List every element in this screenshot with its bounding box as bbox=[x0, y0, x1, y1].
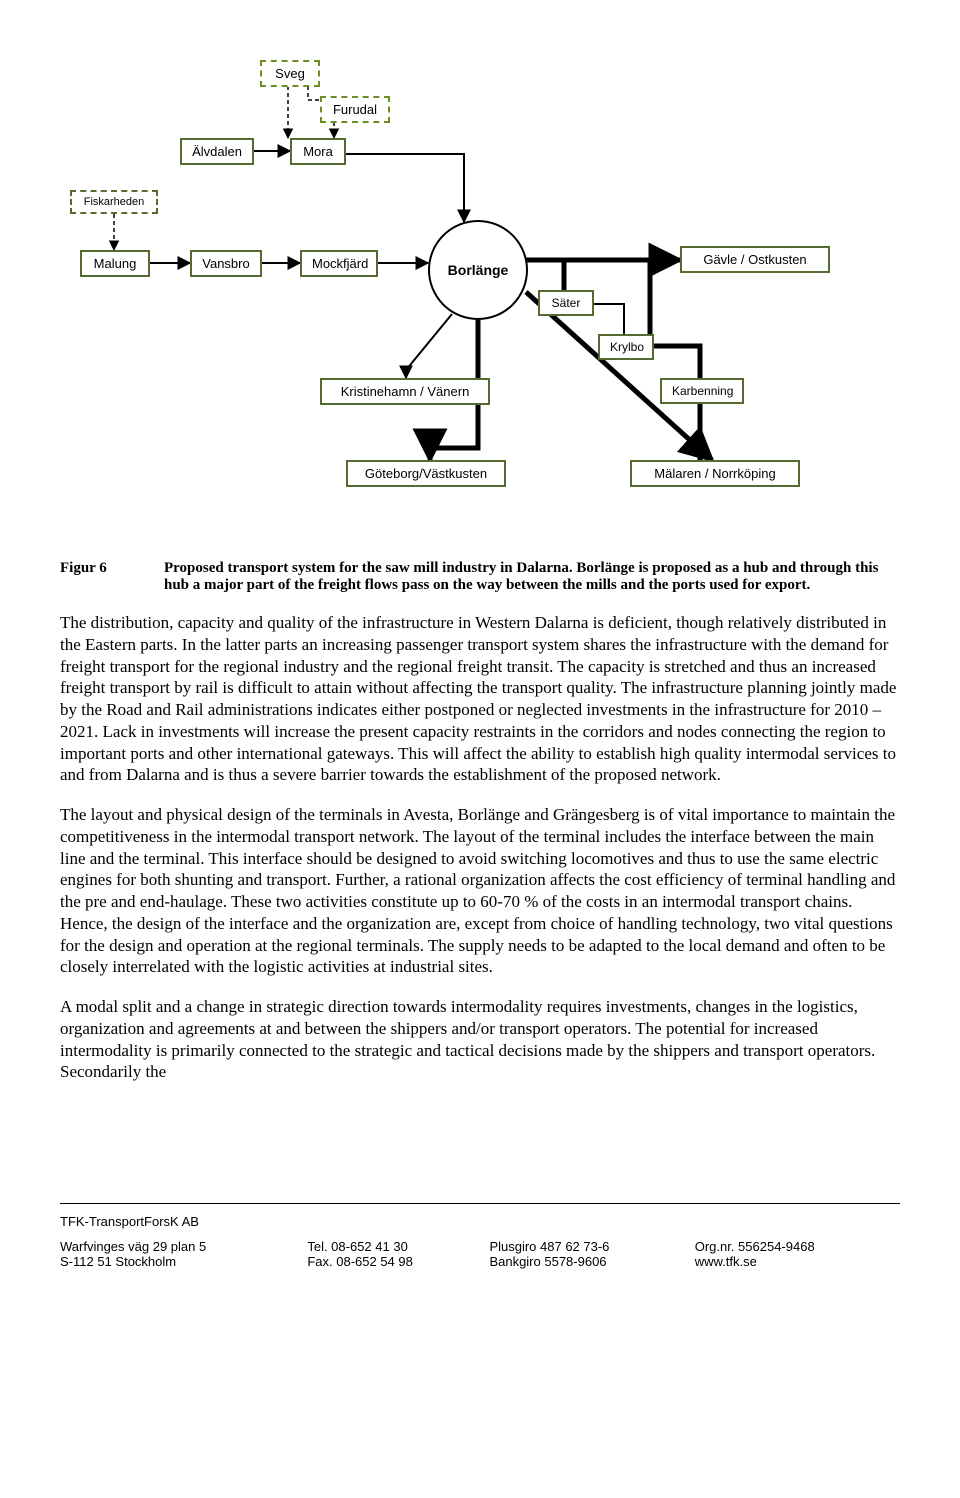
footer-col-3a: Plusgiro 487 62 73-6 bbox=[489, 1239, 694, 1254]
paragraph-2: The layout and physical design of the te… bbox=[60, 804, 900, 978]
node-fiskarheden: Fiskarheden bbox=[70, 190, 158, 214]
node-goteborg: Göteborg/Västkusten bbox=[346, 460, 506, 487]
node-mora: Mora bbox=[290, 138, 346, 165]
node-vansbro: Vansbro bbox=[190, 250, 262, 277]
page-footer: TFK-TransportForsK AB Warfvinges väg 29 … bbox=[60, 1203, 900, 1269]
figure-label: Figur 6 bbox=[60, 560, 140, 594]
node-sveg: Sveg bbox=[260, 60, 320, 87]
node-malaren: Mälaren / Norrköping bbox=[630, 460, 800, 487]
figure-caption: Figur 6 Proposed transport system for th… bbox=[60, 560, 900, 594]
node-sater: Säter bbox=[538, 290, 594, 316]
footer-col-3b: Bankgiro 5578-9606 bbox=[489, 1254, 694, 1269]
node-kristinehamn: Kristinehamn / Vänern bbox=[320, 378, 490, 405]
footer-col-4b: www.tfk.se bbox=[695, 1254, 900, 1269]
node-alvdalen: Älvdalen bbox=[180, 138, 254, 165]
node-karbenning: Karbenning bbox=[660, 378, 744, 404]
footer-col-2a: Tel. 08-652 41 30 bbox=[307, 1239, 489, 1254]
footer-col-1b: S-112 51 Stockholm bbox=[60, 1254, 307, 1269]
node-mockfjard: Mockfjärd bbox=[300, 250, 378, 277]
transport-diagram: Sveg Furudal Älvdalen Mora Fiskarheden M… bbox=[60, 60, 900, 540]
footer-col-2b: Fax. 08-652 54 98 bbox=[307, 1254, 489, 1269]
paragraph-1: The distribution, capacity and quality o… bbox=[60, 612, 900, 786]
paragraph-3: A modal split and a change in strategic … bbox=[60, 996, 900, 1083]
node-hub-borlange: Borlänge bbox=[428, 220, 528, 320]
node-krylbo: Krylbo bbox=[598, 334, 654, 360]
node-furudal: Furudal bbox=[320, 96, 390, 123]
footer-col-4a: Org.nr. 556254-9468 bbox=[695, 1239, 900, 1254]
footer-org: TFK-TransportForsK AB bbox=[60, 1214, 900, 1229]
footer-col-1a: Warfvinges väg 29 plan 5 bbox=[60, 1239, 307, 1254]
node-malung: Malung bbox=[80, 250, 150, 277]
node-gavle: Gävle / Ostkusten bbox=[680, 246, 830, 273]
footer-table: Warfvinges väg 29 plan 5 Tel. 08-652 41 … bbox=[60, 1239, 900, 1269]
figure-text: Proposed transport system for the saw mi… bbox=[164, 560, 900, 594]
